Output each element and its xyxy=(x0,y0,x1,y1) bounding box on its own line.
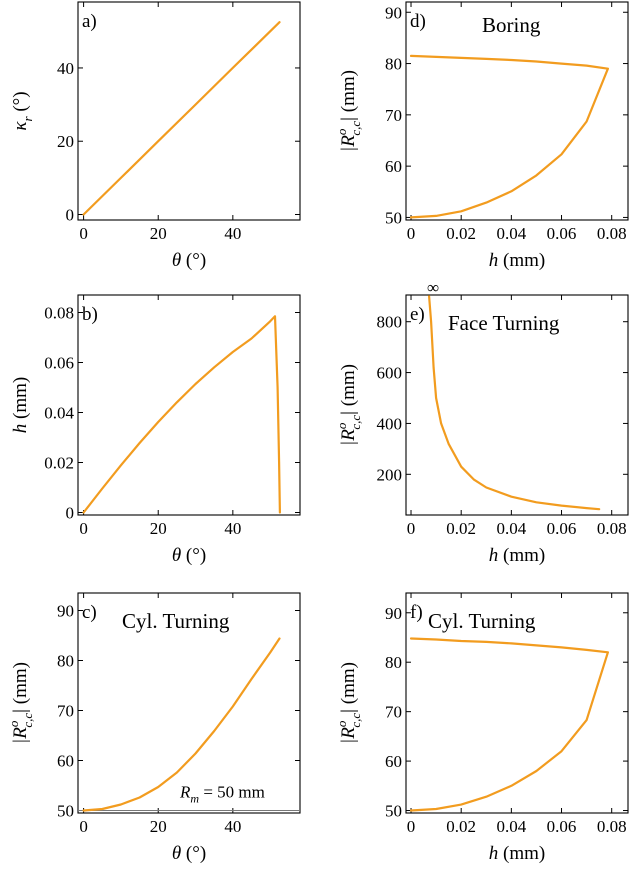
y-tick-label: 0.06 xyxy=(44,354,74,373)
y-tick-label: 90 xyxy=(57,602,74,621)
y-tick-label: 70 xyxy=(57,702,74,721)
axes-frame xyxy=(77,294,301,516)
panel-d: 0 0.02 0.04 0.06 0.08 50 60 70 80 90 d) Boring h (mm… xyxy=(334,1,629,271)
y-tick-label: 0.02 xyxy=(44,454,74,473)
x-tick-label: 20 xyxy=(150,519,167,538)
panel-title: Cyl. Turning xyxy=(122,609,230,633)
x-tick-label: 20 xyxy=(150,817,167,836)
y-tick-label: 0.04 xyxy=(44,404,74,423)
y-tick-label: 40 xyxy=(57,59,74,78)
panel-a: 0 20 40 0 20 40 a) θ (°) κr (°) xyxy=(10,1,301,271)
panel-label: d) xyxy=(410,11,426,32)
panel-e: 0 0.02 0.04 0.06 0.08 200 400 600 800 e) Face Turn… xyxy=(334,278,629,566)
y-tick-label: 60 xyxy=(385,157,402,176)
series-line xyxy=(409,637,609,812)
y-tick-label: 600 xyxy=(377,364,403,383)
series-line xyxy=(82,315,281,514)
x-tick-label: 0.04 xyxy=(496,224,526,243)
x-axis-label: θ (°) xyxy=(172,545,206,566)
y-tick-label: 80 xyxy=(385,55,402,74)
y-tick-label: 50 xyxy=(385,802,402,821)
axes-frame xyxy=(77,592,301,814)
x-tick-label: 0.06 xyxy=(547,817,577,836)
x-tick-label: 0.06 xyxy=(547,224,577,243)
panel-title: Face Turning xyxy=(448,311,560,335)
x-tick-label: 0 xyxy=(79,224,88,243)
x-tick-label: 0.08 xyxy=(597,817,627,836)
x-tick-label: 20 xyxy=(150,224,167,243)
x-tick-label: 0 xyxy=(79,519,88,538)
panel-label: e) xyxy=(410,304,425,325)
y-tick-label: 800 xyxy=(377,313,403,332)
axes-frame xyxy=(405,1,629,221)
panel-label: b) xyxy=(82,304,98,325)
panel-title: Boring xyxy=(482,13,541,37)
x-axis-label: θ (°) xyxy=(172,843,206,864)
series-line xyxy=(82,637,281,812)
reference-annotation: Rm = 50 mm xyxy=(179,783,265,806)
axes-frame xyxy=(405,592,629,814)
y-axis-label: |Roc,c| (mm) xyxy=(6,662,35,744)
y-tick-label: 70 xyxy=(385,106,402,125)
x-tick-label: 0.08 xyxy=(597,519,627,538)
y-axis-label: |Roc,c| (mm) xyxy=(334,70,363,152)
x-tick-label: 0.02 xyxy=(446,519,476,538)
x-tick-label: 0 xyxy=(407,817,416,836)
axes-frame xyxy=(77,1,301,221)
y-tick-label: 60 xyxy=(57,752,74,771)
panel-b: 0 20 40 0 0.02 0.04 0.06 0.08 b) θ (°) h (mm) xyxy=(10,294,301,566)
x-axis-label: h (mm) xyxy=(489,250,545,271)
y-axis-label: |Roc,c| (mm) xyxy=(334,662,363,744)
x-axis-label: h (mm) xyxy=(489,545,545,566)
infinity-marker: ∞ xyxy=(427,278,439,297)
x-tick-label: 0.04 xyxy=(496,519,526,538)
panel-f: 0 0.02 0.04 0.06 0.08 50 60 70 80 90 f) Cyl. Turnin… xyxy=(334,592,629,864)
panel-label: c) xyxy=(82,602,97,623)
series-line xyxy=(82,21,281,216)
y-tick-label: 50 xyxy=(57,802,74,821)
x-tick-label: 40 xyxy=(224,519,241,538)
y-tick-label: 0.08 xyxy=(44,304,74,323)
x-tick-label: 0 xyxy=(407,519,416,538)
y-tick-label: 50 xyxy=(385,208,402,227)
series-line xyxy=(409,54,609,219)
x-tick-label: 0 xyxy=(407,224,416,243)
y-axis-label: κr (°) xyxy=(10,91,35,130)
y-axis-label: h (mm) xyxy=(10,377,31,433)
panel-label: f) xyxy=(410,602,423,623)
x-tick-label: 0.02 xyxy=(446,224,476,243)
y-tick-label: 200 xyxy=(377,465,403,484)
y-tick-label: 90 xyxy=(385,3,402,22)
y-tick-label: 0 xyxy=(66,504,75,523)
x-tick-label: 0.08 xyxy=(597,224,627,243)
x-tick-label: 0.02 xyxy=(446,817,476,836)
y-tick-label: 80 xyxy=(57,652,74,671)
x-tick-label: 40 xyxy=(224,224,241,243)
y-tick-label: 90 xyxy=(385,604,402,623)
y-axis-label: |Roc,c| (mm) xyxy=(334,364,363,446)
y-tick-label: 0 xyxy=(66,206,75,225)
y-tick-label: 80 xyxy=(385,653,402,672)
y-tick-label: 70 xyxy=(385,703,402,722)
x-tick-label: 0 xyxy=(79,817,88,836)
panel-label: a) xyxy=(82,11,97,32)
axes-frame xyxy=(405,294,629,516)
x-axis-label: θ (°) xyxy=(172,250,206,271)
x-axis-label: h (mm) xyxy=(489,843,545,864)
y-tick-label: 60 xyxy=(385,752,402,771)
x-tick-label: 0.04 xyxy=(496,817,526,836)
panel-title: Cyl. Turning xyxy=(428,609,536,633)
series-line xyxy=(428,295,601,511)
x-tick-label: 40 xyxy=(224,817,241,836)
x-tick-label: 0.06 xyxy=(547,519,577,538)
y-tick-label: 20 xyxy=(57,132,74,151)
panel-c: 0 20 40 50 60 70 80 90 Rm = 50 mm c) Cyl. Turning θ… xyxy=(6,592,301,864)
y-tick-label: 400 xyxy=(377,414,403,433)
